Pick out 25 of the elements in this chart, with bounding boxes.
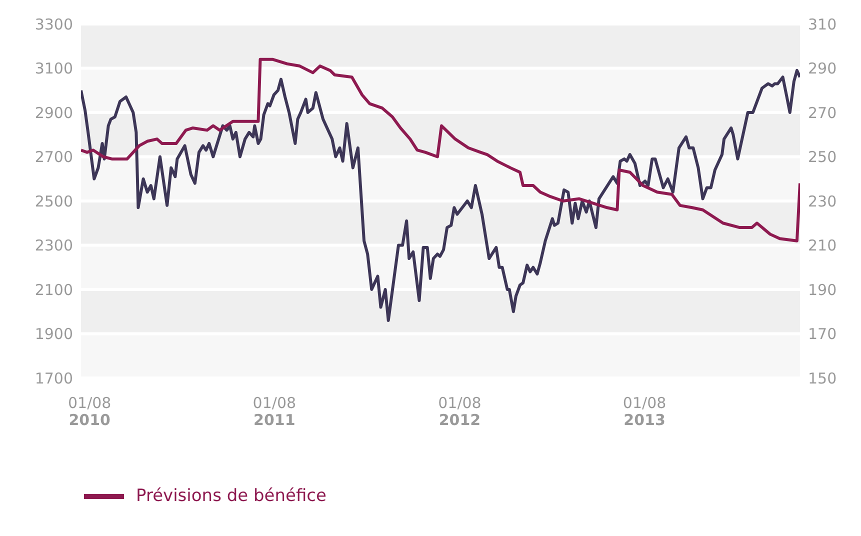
y-tick-label: 2500 (34, 192, 73, 210)
y-tick-label: 1700 (34, 369, 73, 388)
y2-tick-label: 210 (808, 236, 837, 255)
y-tick-label: 3300 (34, 15, 73, 34)
y2-tick-label: 290 (808, 60, 837, 78)
y-tick-label: 2100 (34, 280, 73, 299)
legend-label: Prévisions de bénéfice (136, 486, 326, 506)
x-tick-label: 01/08 2011 (252, 394, 296, 429)
y-tick-label: 2300 (34, 236, 73, 255)
y-tick-label: 2700 (34, 148, 73, 166)
x-tick-label: 01/08 2012 (438, 394, 482, 429)
line-series (81, 58, 800, 242)
y2-tick-label: 170 (808, 325, 837, 344)
line-series (81, 68, 800, 322)
y2-tick-label: 150 (808, 369, 837, 388)
y2-tick-label: 230 (808, 192, 837, 210)
x-tick-label: 01/08 2013 (622, 394, 666, 429)
y2-tick-label: 270 (808, 104, 837, 122)
y2-tick-label: 190 (808, 280, 837, 299)
y-tick-label: 3100 (34, 60, 73, 78)
y-tick-label: 1900 (34, 325, 73, 344)
y-tick-label: 2900 (34, 104, 73, 122)
x-tick-label: 01/08 2010 (68, 394, 112, 429)
y2-tick-label: 310 (808, 15, 837, 34)
y2-tick-label: 250 (808, 148, 837, 166)
